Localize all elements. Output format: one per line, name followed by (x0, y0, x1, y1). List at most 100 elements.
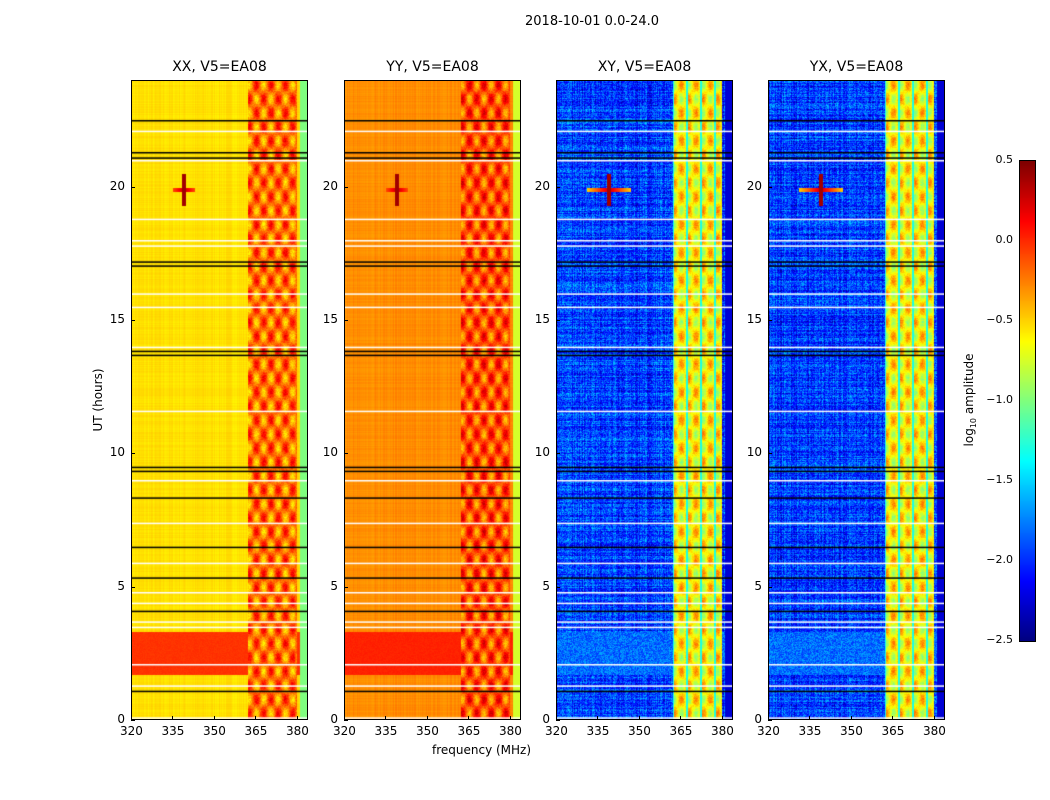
figure-title: 2018-10-01 0.0-24.0 (525, 14, 659, 29)
colorbar-tick-label: −0.5 (986, 313, 1013, 326)
x-tick-label: 365 (881, 724, 905, 738)
panel-title: YX, V5=EA08 (809, 59, 904, 75)
y-tick (768, 453, 772, 455)
x-tick-label: 365 (457, 724, 481, 738)
x-tick (213, 716, 215, 720)
x-tick (255, 716, 257, 720)
y-tick-label: 15 (109, 312, 125, 326)
x-tick-label: 365 (244, 724, 268, 738)
y-tick-label: 10 (322, 445, 338, 460)
y-tick-label: 5 (754, 578, 762, 593)
y-tick (131, 320, 135, 321)
y-tick (344, 453, 348, 455)
y-tick-label: 5 (542, 578, 550, 593)
y-tick (131, 586, 135, 588)
y-tick-label: 5 (117, 578, 125, 593)
x-tick-label: 335 (798, 724, 822, 738)
x-tick-label: 335 (374, 724, 398, 738)
heatmap-yy (344, 80, 521, 720)
y-tick-label: 0 (754, 712, 762, 726)
x-tick-label: 350 (839, 724, 863, 738)
x-tick (680, 716, 682, 720)
x-tick (597, 716, 599, 720)
x-tick (809, 716, 811, 720)
x-tick (344, 716, 345, 720)
axes-frame (131, 80, 308, 720)
x-tick (426, 716, 428, 720)
y-tick-label: 20 (109, 178, 125, 193)
heatmap-xy (556, 80, 733, 720)
panel-title: XY, V5=EA08 (597, 59, 692, 75)
heatmap-xx (131, 80, 308, 720)
colorbar-tick-label: 0.5 (995, 153, 1014, 166)
y-tick-label: 0 (117, 712, 125, 726)
y-tick (131, 186, 135, 188)
y-tick-label: 0 (542, 712, 550, 726)
x-tick (892, 716, 894, 720)
y-tick (556, 320, 560, 321)
colorbar-tick-label: −2.0 (986, 553, 1013, 566)
x-tick (509, 716, 511, 720)
heatmap-yx (768, 80, 945, 720)
x-tick-label: 350 (627, 724, 651, 738)
x-tick-label: 335 (161, 724, 185, 738)
x-tick-label: 365 (669, 724, 693, 738)
x-tick-label: 335 (586, 724, 610, 738)
x-tick-label: 320 (333, 724, 356, 738)
y-tick-label: 20 (534, 178, 550, 193)
x-tick (296, 716, 298, 720)
y-tick (344, 586, 348, 588)
x-tick (933, 716, 935, 720)
x-tick (850, 716, 852, 720)
colorbar-tick-label: 0.0 (995, 233, 1014, 246)
colorbar (1019, 160, 1036, 642)
colorbar-tick-label: −2.5 (986, 633, 1013, 646)
colorbar-tick-label: −1.0 (986, 393, 1013, 406)
axes-frame (556, 80, 733, 720)
x-tick-label: 350 (415, 724, 439, 738)
y-tick (768, 186, 772, 188)
x-tick-label: 320 (120, 724, 143, 738)
axes-frame (768, 80, 945, 720)
y-tick (131, 453, 135, 455)
y-tick-label: 15 (534, 312, 550, 326)
y-tick-label: 20 (746, 178, 762, 193)
y-tick (131, 720, 135, 721)
x-tick (385, 716, 387, 720)
y-tick-label: 15 (746, 312, 762, 326)
y-tick (556, 453, 560, 455)
y-tick-label: 0 (330, 712, 338, 726)
axes-frame (344, 80, 521, 720)
x-tick-label: 320 (757, 724, 780, 738)
x-tick (638, 716, 640, 720)
x-axis-label: frequency (MHz) (432, 743, 532, 757)
y-tick-label: 10 (746, 445, 762, 460)
panel-title: YY, V5=EA08 (386, 59, 479, 75)
x-tick (768, 716, 769, 720)
x-tick (556, 716, 557, 720)
panel-title: XX, V5=EA08 (172, 59, 267, 75)
x-tick (721, 716, 723, 720)
y-tick-label: 5 (330, 578, 338, 593)
x-tick-label: 380 (922, 724, 946, 738)
y-axis-label: UT (hours) (91, 368, 105, 432)
x-tick (468, 716, 470, 720)
x-tick-label: 320 (545, 724, 568, 738)
y-tick (556, 720, 560, 721)
y-tick-label: 10 (534, 445, 550, 460)
x-tick-label: 350 (202, 724, 226, 738)
x-tick-label: 380 (498, 724, 522, 738)
colorbar-label: log10 amplitude (961, 353, 979, 447)
y-tick-label: 20 (322, 178, 338, 193)
x-tick (172, 716, 174, 720)
x-tick (131, 716, 132, 720)
y-tick (768, 320, 772, 321)
y-tick (344, 720, 348, 721)
y-tick (768, 586, 772, 588)
y-tick (556, 586, 560, 588)
y-tick (556, 186, 560, 188)
y-tick-label: 10 (109, 445, 125, 460)
y-tick (768, 720, 772, 721)
colorbar-tick-label: −1.5 (986, 473, 1013, 486)
